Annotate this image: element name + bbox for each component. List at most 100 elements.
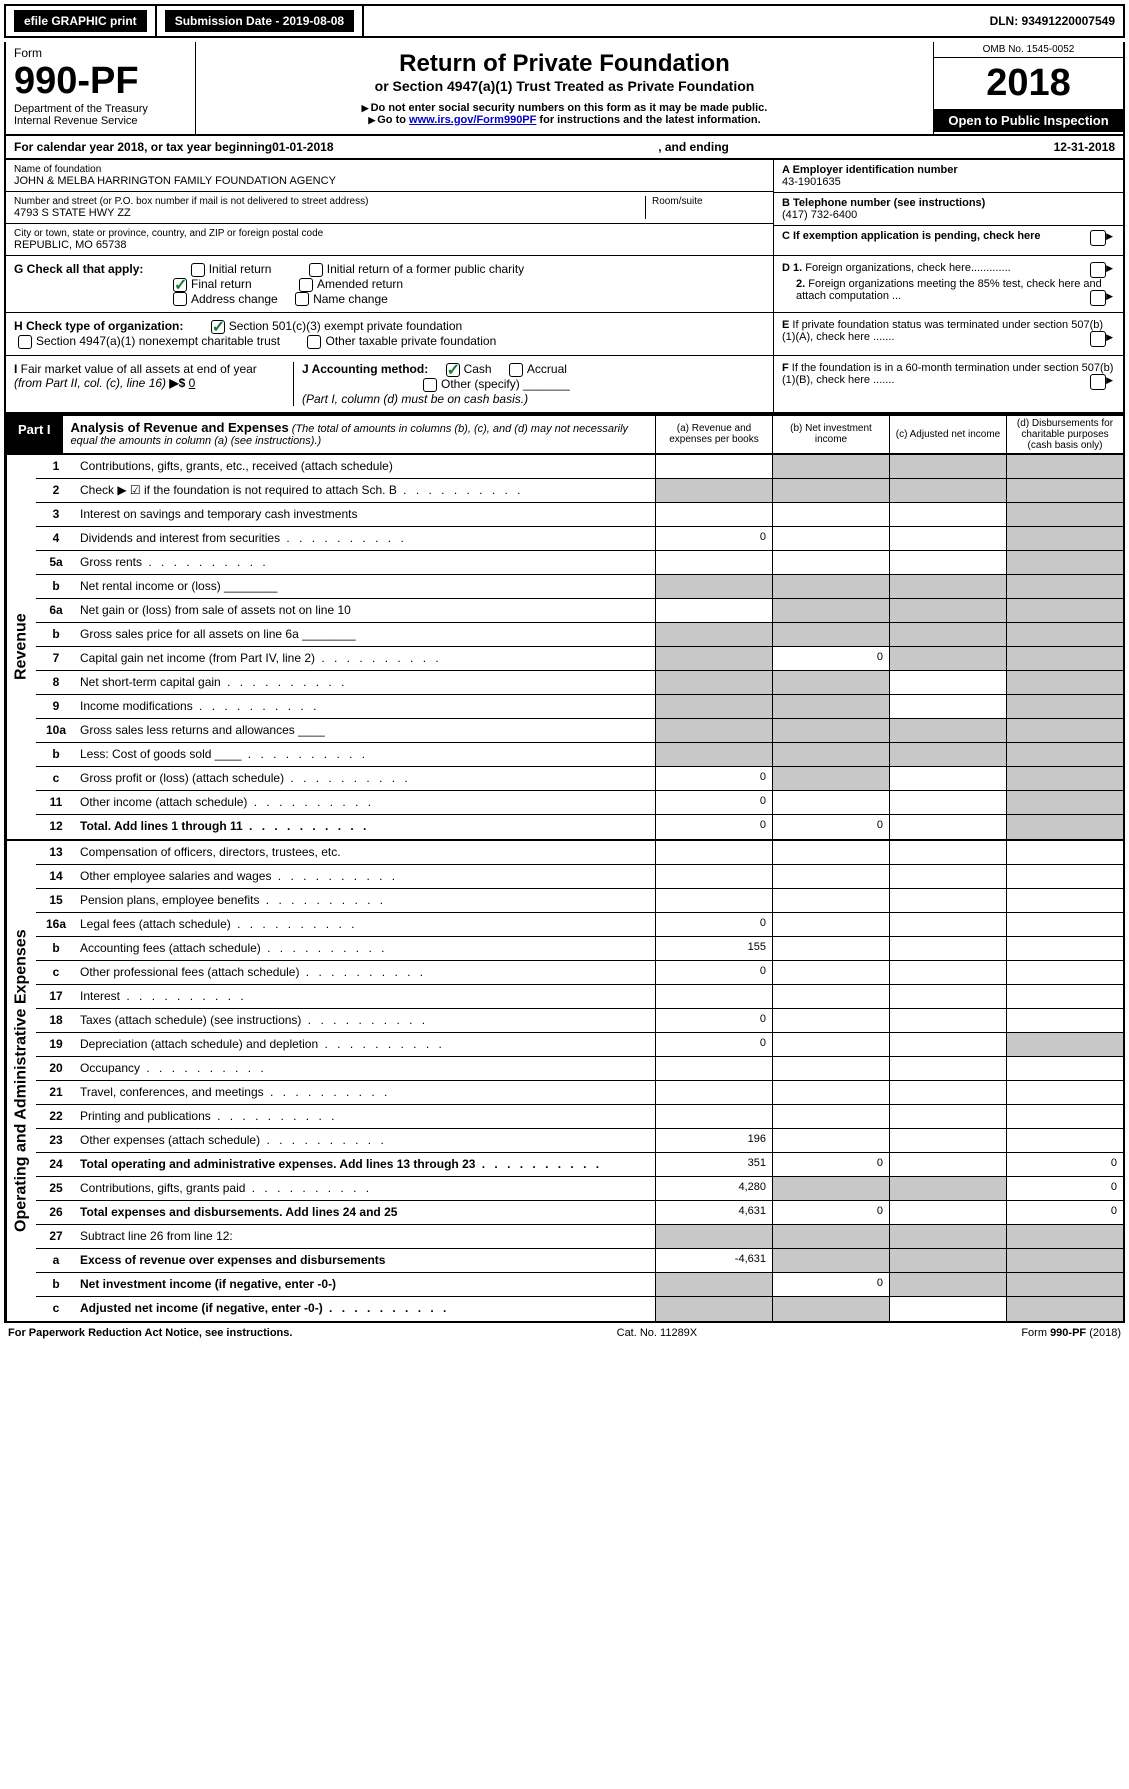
cell-d	[1006, 1273, 1123, 1296]
f-checkbox[interactable]	[1090, 374, 1106, 390]
table-row: 21Travel, conferences, and meetings	[36, 1081, 1123, 1105]
cell-b	[772, 841, 889, 864]
cell-c	[889, 647, 1006, 670]
table-row: 20Occupancy	[36, 1057, 1123, 1081]
cell-c	[889, 551, 1006, 574]
cell-a	[655, 551, 772, 574]
table-row: 2Check ▶ ☑ if the foundation is not requ…	[36, 479, 1123, 503]
table-row: 6aNet gain or (loss) from sale of assets…	[36, 599, 1123, 623]
cell-c	[889, 1273, 1006, 1296]
cell-a: 351	[655, 1153, 772, 1176]
table-row: bAccounting fees (attach schedule)155	[36, 937, 1123, 961]
cell-a	[655, 841, 772, 864]
name-change-chk[interactable]	[295, 292, 309, 306]
cell-c	[889, 623, 1006, 646]
cell-b: 0	[772, 1273, 889, 1296]
cell-d	[1006, 719, 1123, 742]
table-row: 9Income modifications	[36, 695, 1123, 719]
cell-b	[772, 479, 889, 502]
cash-chk[interactable]	[446, 363, 460, 377]
table-row: 10aGross sales less returns and allowanc…	[36, 719, 1123, 743]
amended-return-chk[interactable]	[299, 278, 313, 292]
revenue-side-label: Revenue	[6, 455, 36, 839]
cell-d	[1006, 815, 1123, 839]
row-label: Compensation of officers, directors, tru…	[76, 841, 655, 864]
cell-a: 0	[655, 767, 772, 790]
cell-d	[1006, 1297, 1123, 1321]
table-row: bNet rental income or (loss) ________	[36, 575, 1123, 599]
irs: Internal Revenue Service	[14, 115, 187, 127]
e-checkbox[interactable]	[1090, 331, 1106, 347]
row-label: Income modifications	[76, 695, 655, 718]
cell-b	[772, 767, 889, 790]
cell-a: 4,631	[655, 1201, 772, 1224]
street-address: 4793 S STATE HWY ZZ	[14, 207, 645, 219]
cell-b	[772, 1177, 889, 1200]
expenses-table: Operating and Administrative Expenses 13…	[4, 841, 1125, 1323]
row-label: Taxes (attach schedule) (see instruction…	[76, 1009, 655, 1032]
row-label: Net short-term capital gain	[76, 671, 655, 694]
arrow-icon	[1106, 230, 1115, 242]
row-label: Contributions, gifts, grants, etc., rece…	[76, 455, 655, 478]
cell-b	[772, 551, 889, 574]
efile-btn[interactable]: efile GRAPHIC print	[6, 6, 157, 36]
cell-d	[1006, 695, 1123, 718]
4947-chk[interactable]	[18, 335, 32, 349]
form-ref: Form 990-PF (2018)	[1021, 1327, 1121, 1339]
table-row: 3Interest on savings and temporary cash …	[36, 503, 1123, 527]
cell-d	[1006, 1057, 1123, 1080]
row-number: 5a	[36, 551, 76, 574]
table-row: 1Contributions, gifts, grants, etc., rec…	[36, 455, 1123, 479]
cell-a: 155	[655, 937, 772, 960]
cell-b	[772, 1249, 889, 1272]
cell-a	[655, 865, 772, 888]
table-row: 7Capital gain net income (from Part IV, …	[36, 647, 1123, 671]
cell-b	[772, 695, 889, 718]
initial-return-chk[interactable]	[191, 263, 205, 277]
row-label: Subtract line 26 from line 12:	[76, 1225, 655, 1248]
cell-a: -4,631	[655, 1249, 772, 1272]
cell-b: 0	[772, 1153, 889, 1176]
other-taxable-chk[interactable]	[307, 335, 321, 349]
row-label: Interest on savings and temporary cash i…	[76, 503, 655, 526]
d2-checkbox[interactable]	[1090, 290, 1106, 306]
row-number: 21	[36, 1081, 76, 1104]
row-number: 2	[36, 479, 76, 502]
table-row: cGross profit or (loss) (attach schedule…	[36, 767, 1123, 791]
cell-c	[889, 961, 1006, 984]
section-h: H Check type of organization: Section 50…	[4, 313, 1125, 356]
cell-c	[889, 1129, 1006, 1152]
other-method-chk[interactable]	[423, 378, 437, 392]
cell-a	[655, 695, 772, 718]
cell-b	[772, 1033, 889, 1056]
row-label: Legal fees (attach schedule)	[76, 913, 655, 936]
cell-d	[1006, 767, 1123, 790]
cell-d	[1006, 503, 1123, 526]
cell-a	[655, 647, 772, 670]
h-label: H Check type of organization:	[14, 319, 183, 333]
row-number: 11	[36, 791, 76, 814]
cell-a: 0	[655, 815, 772, 839]
cell-b	[772, 961, 889, 984]
d1-checkbox[interactable]	[1090, 262, 1106, 278]
table-row: aExcess of revenue over expenses and dis…	[36, 1249, 1123, 1273]
irs-link[interactable]: www.irs.gov/Form990PF	[409, 114, 536, 126]
cell-d	[1006, 647, 1123, 670]
cell-c	[889, 1009, 1006, 1032]
table-row: 23Other expenses (attach schedule)196	[36, 1129, 1123, 1153]
accrual-chk[interactable]	[509, 363, 523, 377]
cell-c	[889, 1177, 1006, 1200]
cell-b	[772, 985, 889, 1008]
501c3-chk[interactable]	[211, 320, 225, 334]
form-number: 990-PF	[14, 60, 187, 103]
row-number: b	[36, 743, 76, 766]
c-checkbox[interactable]	[1090, 230, 1106, 246]
room-label: Room/suite	[652, 196, 765, 207]
former-charity-chk[interactable]	[309, 263, 323, 277]
final-return-chk[interactable]	[173, 278, 187, 292]
row-label: Gross rents	[76, 551, 655, 574]
address-change-chk[interactable]	[173, 292, 187, 306]
arrow-icon	[1106, 374, 1115, 386]
fmv-value: 0	[189, 376, 196, 390]
open-to-public: Open to Public Inspection	[934, 109, 1123, 132]
